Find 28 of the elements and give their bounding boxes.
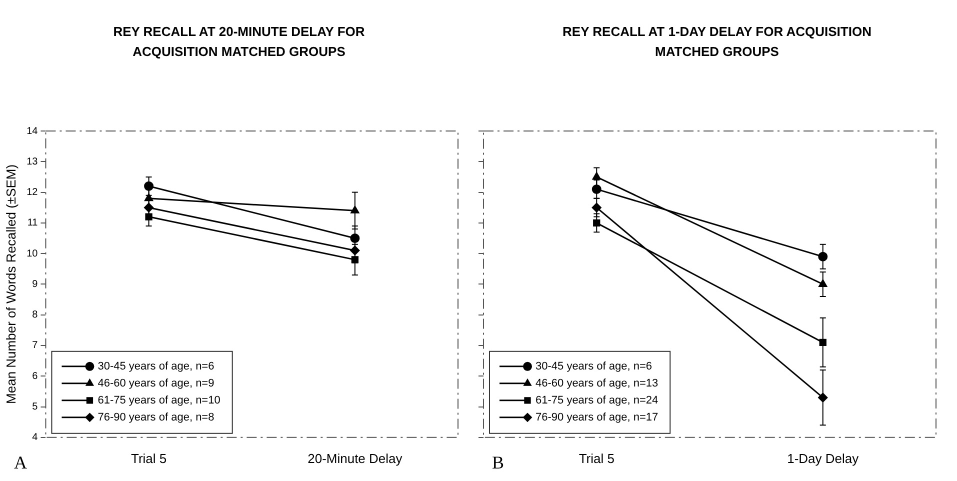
y-tick-label: 5 [32, 402, 38, 413]
y-tick-label: 14 [26, 126, 38, 137]
y-tick-label: 9 [32, 278, 38, 290]
legend-label: 76-90 years of age, n=8 [98, 411, 214, 424]
chart-title: REY RECALL AT 1-DAY DELAY FOR ACQUISITION MATCHED GROUPS [562, 23, 872, 61]
y-axis-title: Mean Number of Words Recalled (±SEM) [3, 164, 18, 404]
legend-label: 61-75 years of age, n=24 [536, 394, 658, 406]
text: B [492, 452, 504, 473]
legend-label: 46-60 years of age, n=13 [536, 377, 658, 390]
legend-label: 46-60 years of age, n=9 [98, 377, 214, 390]
y-tick-label: 8 [32, 310, 38, 321]
chart-title: REY RECALL AT 20-MINUTE DELAY FOR ACQUISITION MATCHED GROUPS [112, 23, 366, 61]
legend-label: 61-75 years of age, n=10 [98, 394, 220, 406]
x-tick-label: 20-Minute Delay [308, 450, 403, 466]
x-tick-label: 1-Day Delay [787, 450, 860, 466]
y-tick-label: 10 [26, 248, 38, 260]
y-tick-label: 12 [26, 187, 38, 198]
y-tick-label: 11 [27, 218, 38, 229]
y-tick-label: 4 [32, 432, 38, 444]
legend-label: 30-45 years of age, n=6 [536, 360, 652, 372]
y-tick-label: 7 [32, 340, 38, 352]
legend-label: 76-90 years of age, n=17 [536, 411, 658, 424]
x-tick-label: Trial 5 [130, 450, 167, 466]
y-tick-label: 6 [32, 370, 38, 382]
x-tick-label: Trial 5 [578, 450, 614, 466]
legend-label: 30-45 years of age, n=6 [98, 360, 214, 372]
y-tick-label: 13 [26, 156, 38, 168]
text: A [14, 452, 27, 473]
